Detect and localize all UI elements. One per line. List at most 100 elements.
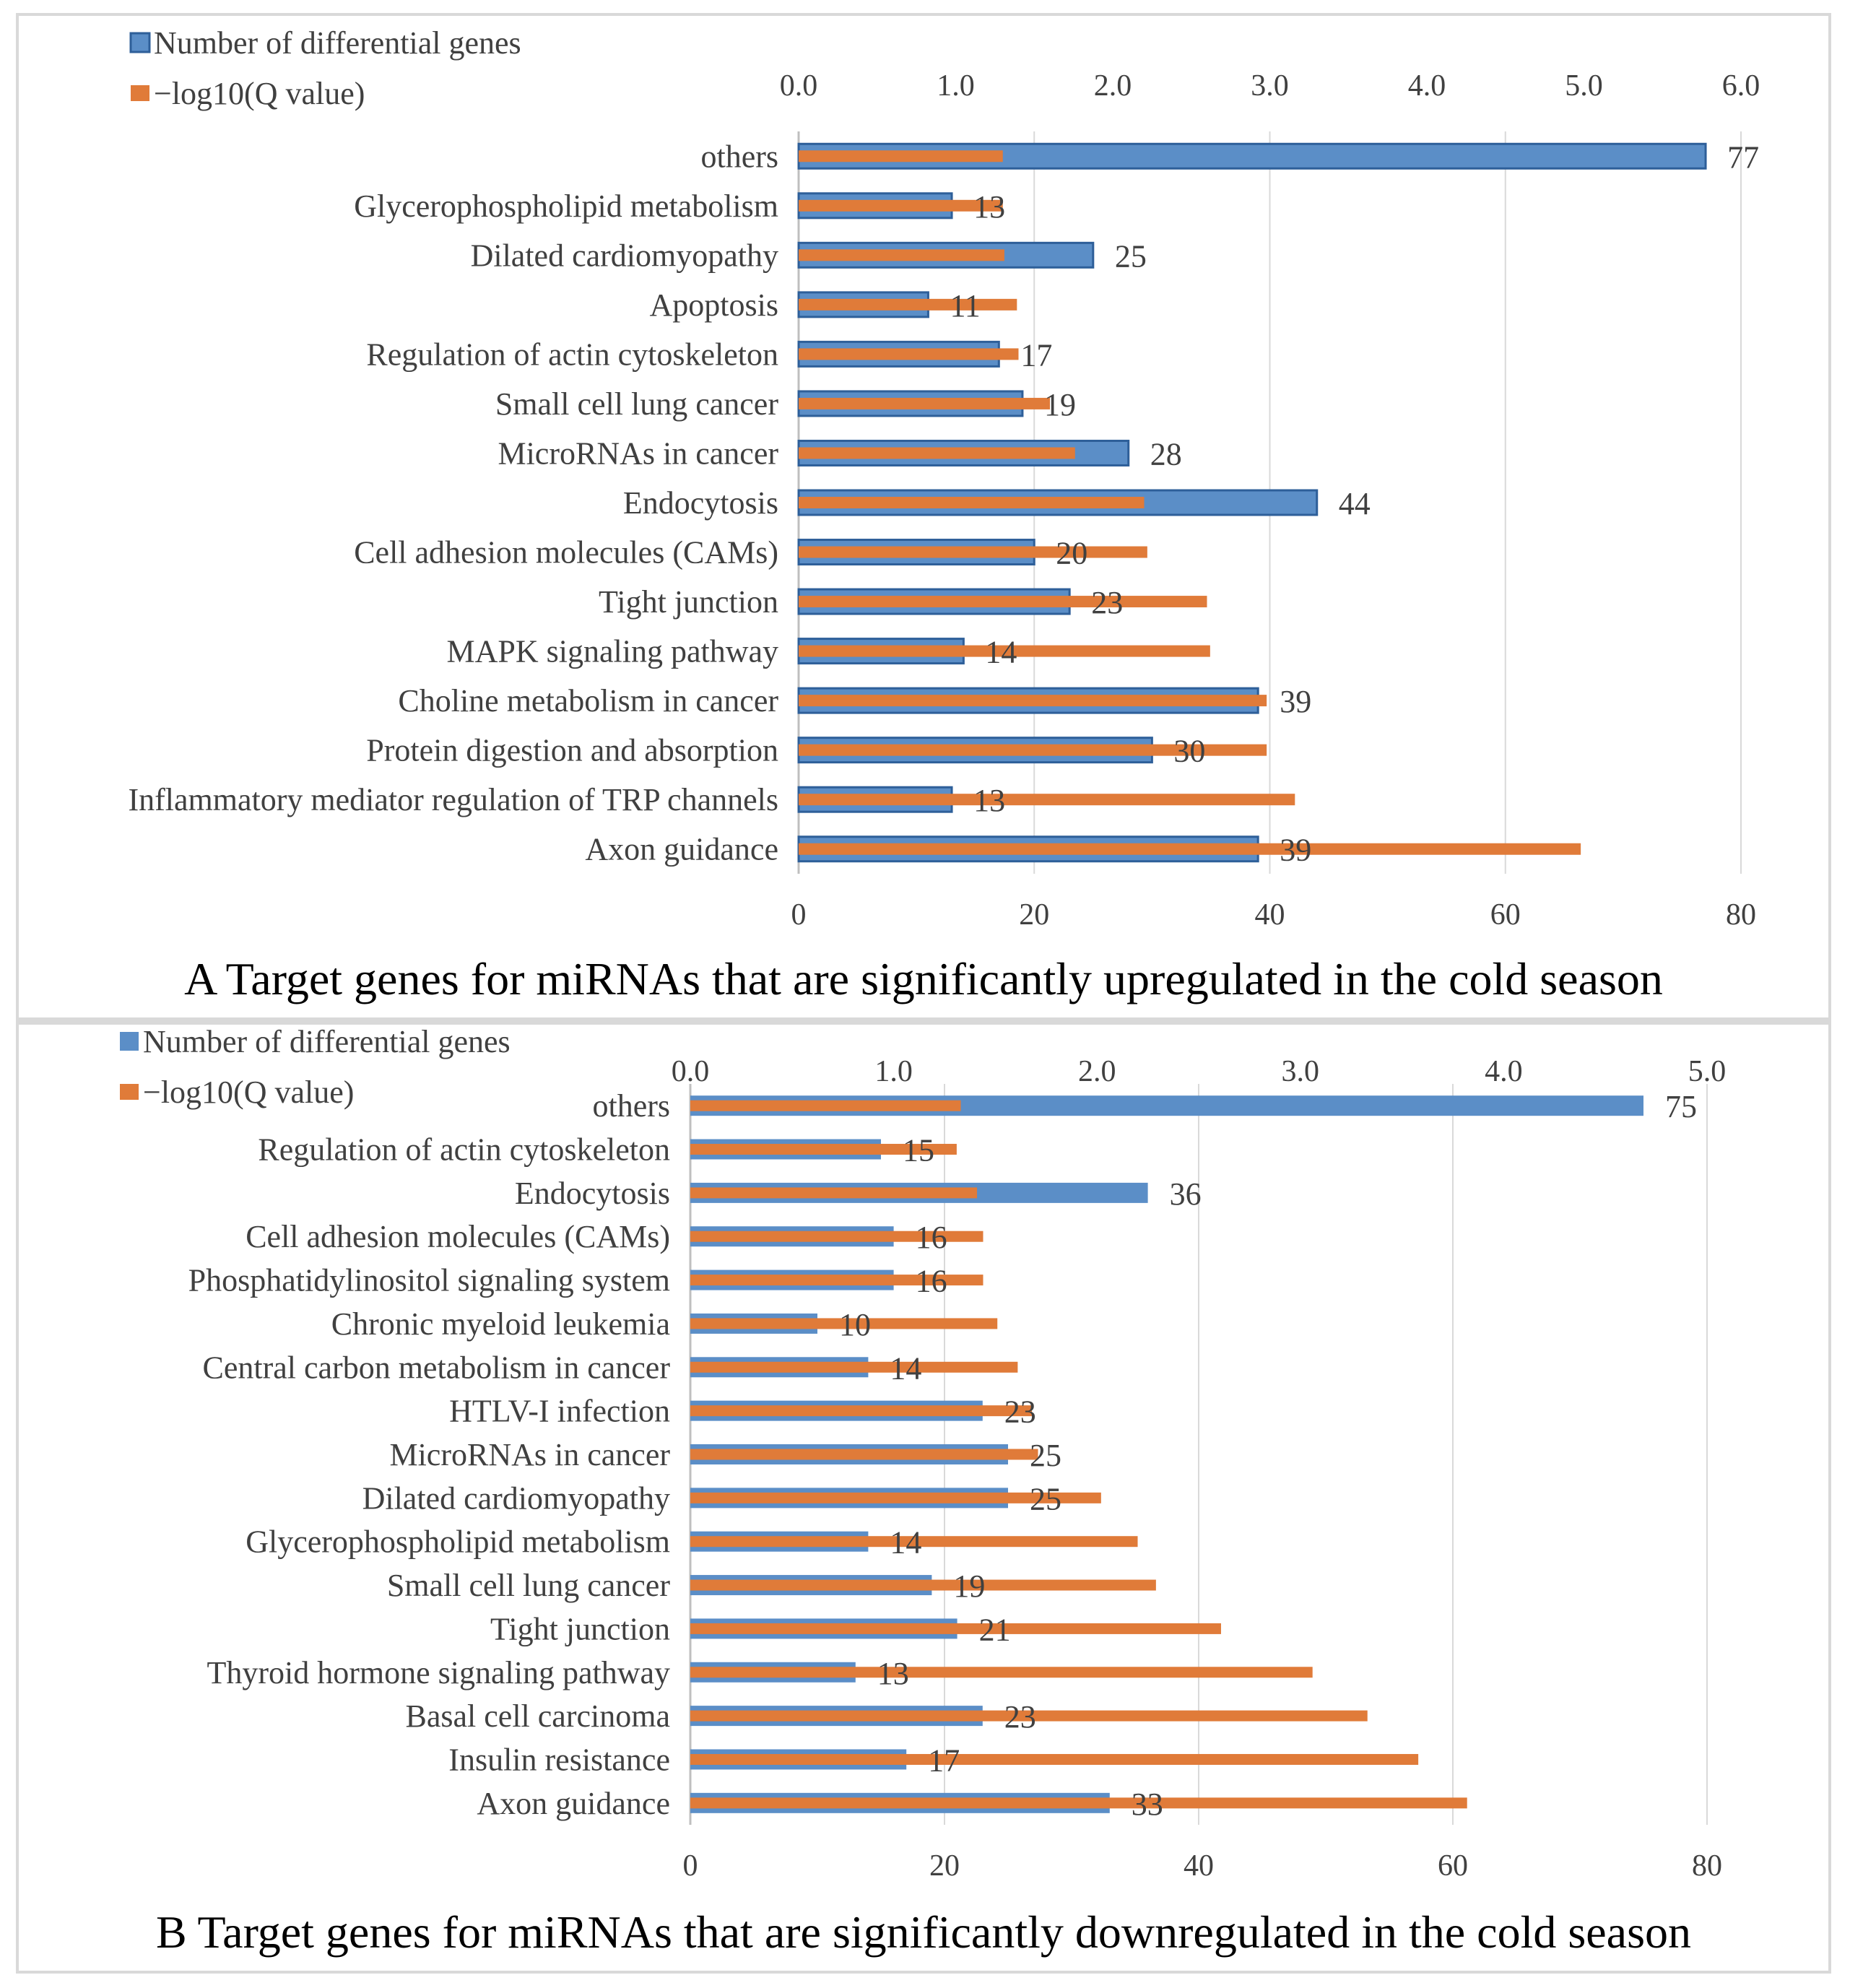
bar-qvalue bbox=[799, 447, 1075, 459]
chart-a: 0 20 40 60 80 0.0 1.0 2.0 3.0 4.0 5.0 6.0 Number of … bbox=[128, 25, 1760, 1004]
category-label: Protein digestion and absorption bbox=[366, 733, 778, 768]
bar-qvalue bbox=[799, 298, 1017, 311]
data-label-genes: 25 bbox=[1030, 1438, 1061, 1473]
x-tick-label-top: 3.0 bbox=[1282, 1055, 1320, 1088]
data-label-genes: 13 bbox=[877, 1656, 909, 1691]
x-tick-label-bottom: 60 bbox=[1438, 1849, 1468, 1883]
data-label-genes: 13 bbox=[973, 783, 1005, 818]
data-label-genes: 25 bbox=[1115, 238, 1147, 274]
bar-qvalue bbox=[799, 843, 1581, 855]
chart-caption: B Target genes for miRNAs that are signi… bbox=[156, 1906, 1691, 1958]
bar-qvalue bbox=[690, 1100, 961, 1111]
x-tick-label-top: 5.0 bbox=[1565, 69, 1603, 103]
data-label-genes: 21 bbox=[979, 1612, 1011, 1647]
bar-qvalue bbox=[690, 1710, 1368, 1722]
bar-qvalue bbox=[799, 645, 1210, 657]
x-tick-label-top: 2.0 bbox=[1094, 69, 1132, 103]
x-tick-label-top: 3.0 bbox=[1251, 69, 1289, 103]
category-label: others bbox=[592, 1088, 670, 1124]
data-label-genes: 39 bbox=[1280, 833, 1311, 868]
x-tick-label-bottom: 40 bbox=[1255, 898, 1285, 932]
legend-label-qvalue: −log10(Q value) bbox=[143, 1075, 354, 1110]
category-label: Endocytosis bbox=[623, 485, 778, 521]
category-label: Small cell lung cancer bbox=[387, 1568, 671, 1603]
legend-label-genes: Number of differential genes bbox=[143, 1025, 511, 1059]
x-tick-label-top: 1.0 bbox=[937, 69, 975, 103]
bar-qvalue bbox=[690, 1187, 978, 1199]
data-label-genes: 36 bbox=[1170, 1176, 1202, 1212]
legend-swatch-qvalue bbox=[131, 85, 149, 101]
data-label-genes: 77 bbox=[1727, 139, 1759, 175]
x-tick-label-bottom: 80 bbox=[1726, 898, 1756, 932]
data-label-genes: 11 bbox=[950, 288, 980, 324]
x-tick-label-top: 0.0 bbox=[780, 69, 818, 103]
category-label: Chronic myeloid leukemia bbox=[331, 1306, 670, 1342]
category-label: Axon guidance bbox=[585, 832, 778, 867]
bar-qvalue bbox=[690, 1536, 1138, 1548]
category-label: Endocytosis bbox=[515, 1176, 670, 1211]
data-label-genes: 39 bbox=[1280, 684, 1311, 719]
data-label-genes: 33 bbox=[1132, 1787, 1163, 1822]
bar-qvalue bbox=[799, 150, 1003, 162]
category-label: Apoptosis bbox=[650, 287, 778, 323]
bar-qvalue bbox=[799, 249, 1004, 261]
category-label: Axon guidance bbox=[477, 1786, 670, 1821]
bar-qvalue bbox=[799, 744, 1267, 756]
x-tick-label-top: 4.0 bbox=[1408, 69, 1446, 103]
bar-qvalue bbox=[690, 1667, 1313, 1678]
bar-qvalue bbox=[799, 546, 1147, 558]
category-label: Cell adhesion molecules (CAMs) bbox=[354, 535, 778, 570]
category-label: Phosphatidylinositol signaling system bbox=[188, 1263, 670, 1298]
category-label: Regulation of actin cytoskeleton bbox=[258, 1132, 670, 1168]
data-label-genes: 10 bbox=[839, 1307, 871, 1342]
data-label-genes: 44 bbox=[1339, 486, 1371, 521]
category-label: MicroRNAs in cancer bbox=[389, 1437, 670, 1472]
x-tick-label-top: 4.0 bbox=[1485, 1055, 1523, 1088]
data-label-genes: 23 bbox=[1091, 585, 1123, 620]
data-label-genes: 75 bbox=[1665, 1089, 1697, 1124]
x-tick-label-bottom: 80 bbox=[1692, 1849, 1722, 1883]
x-tick-label-top: 6.0 bbox=[1722, 69, 1760, 103]
chart-panel-b: 0 20 40 60 80 0.0 1.0 2.0 3.0 4.0 5.0 Number of dif… bbox=[16, 1020, 1831, 1974]
bar-qvalue bbox=[690, 1492, 1101, 1503]
data-label-genes: 17 bbox=[928, 1742, 960, 1778]
bar-qvalue bbox=[690, 1361, 1018, 1373]
legend-swatch-qvalue bbox=[120, 1084, 139, 1100]
data-label-genes: 19 bbox=[1044, 387, 1076, 422]
chart-caption: A Target genes for miRNAs that are signi… bbox=[184, 953, 1663, 1004]
category-label: HTLV-I infection bbox=[449, 1394, 670, 1429]
category-label: Basal cell carcinoma bbox=[406, 1698, 670, 1734]
x-tick-label-top: 5.0 bbox=[1688, 1055, 1727, 1088]
bar-qvalue bbox=[690, 1318, 998, 1329]
category-label: Dilated cardiomyopathy bbox=[471, 238, 778, 273]
bar-qvalue bbox=[799, 794, 1295, 806]
category-label: Glycerophospholipid metabolism bbox=[246, 1524, 670, 1560]
x-tick-label-bottom: 0 bbox=[683, 1849, 698, 1883]
x-tick-label-top: 0.0 bbox=[672, 1055, 710, 1088]
data-label-genes: 15 bbox=[903, 1133, 934, 1168]
legend-swatch-genes bbox=[129, 32, 151, 53]
category-label: MAPK signaling pathway bbox=[446, 634, 778, 669]
category-label: others bbox=[700, 139, 778, 174]
bar-qvalue bbox=[799, 397, 1050, 409]
x-tick-label-bottom: 60 bbox=[1490, 898, 1521, 932]
bar-qvalue bbox=[690, 1405, 1033, 1417]
x-tick-label-top: 2.0 bbox=[1078, 1055, 1116, 1088]
chart-panel-a: 0 20 40 60 80 0.0 1.0 2.0 3.0 4.0 5.0 6.0 Number of … bbox=[16, 13, 1831, 1020]
category-label: Thyroid hormone signaling pathway bbox=[207, 1655, 670, 1690]
bar-qvalue bbox=[690, 1797, 1467, 1809]
bar-qvalue bbox=[690, 1623, 1221, 1634]
x-tick-label-bottom: 20 bbox=[929, 1849, 960, 1883]
data-label-genes: 13 bbox=[973, 189, 1005, 225]
bar-qvalue bbox=[690, 1230, 983, 1242]
data-label-genes: 14 bbox=[985, 635, 1017, 670]
x-tick-label-top: 1.0 bbox=[874, 1055, 913, 1088]
data-label-genes: 19 bbox=[953, 1568, 985, 1604]
data-label-genes: 14 bbox=[890, 1350, 921, 1386]
bar-qvalue bbox=[690, 1275, 983, 1286]
category-label: Dilated cardiomyopathy bbox=[362, 1480, 670, 1516]
category-label: Tight junction bbox=[599, 584, 778, 620]
data-label-genes: 14 bbox=[890, 1525, 921, 1561]
data-label-genes: 25 bbox=[1030, 1481, 1061, 1516]
data-label-genes: 20 bbox=[1056, 536, 1087, 571]
